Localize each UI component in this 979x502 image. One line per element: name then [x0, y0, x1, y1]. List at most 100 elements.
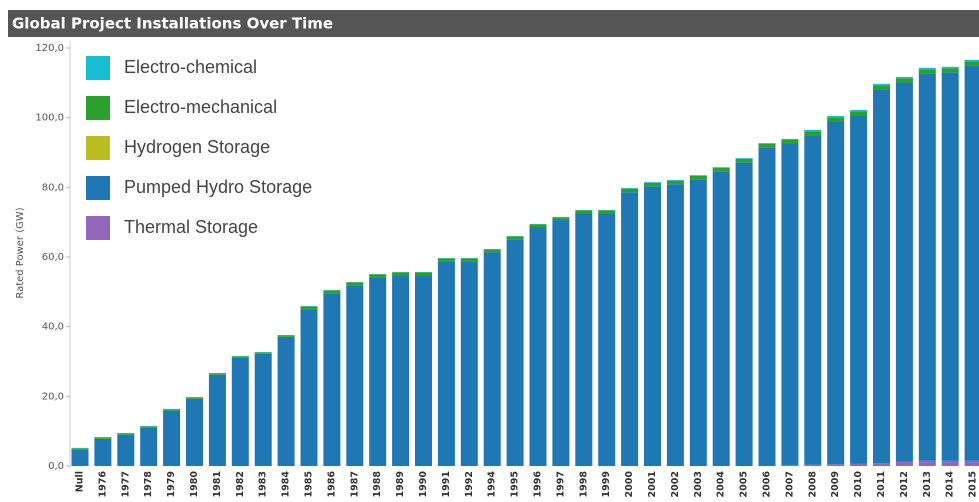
bar-segment: [758, 143, 776, 148]
bar-segment: [369, 277, 387, 466]
bar-segment: [644, 186, 661, 466]
bar-segment: [254, 353, 272, 466]
x-tick-label: 1979: [166, 471, 177, 497]
y-axis-label: Rated Power (GW): [15, 207, 26, 298]
bar-segment: [895, 461, 913, 466]
bar-segment: [758, 147, 776, 466]
bar-segment: [186, 397, 203, 399]
x-tick-label: 1992: [464, 471, 475, 497]
x-tick-label: 1977: [120, 471, 131, 497]
legend-swatch: [86, 176, 110, 200]
x-tick-label: 1985: [304, 471, 315, 497]
x-tick-label: 2004: [716, 471, 727, 498]
bar-segment: [895, 76, 913, 79]
x-tick-label: 1988: [372, 471, 383, 498]
legend-label: Pumped Hydro Storage: [124, 177, 312, 197]
bar-segment: [964, 59, 979, 62]
bar-segment: [552, 220, 570, 466]
bar-segment: [208, 374, 226, 466]
y-tick-label: 80,0: [42, 182, 64, 193]
bar-segment: [621, 188, 639, 189]
bar-segment: [460, 261, 478, 466]
bar-segment: [140, 427, 158, 466]
x-tick-label: 1995: [510, 471, 521, 497]
bar-segment: [575, 210, 593, 214]
x-tick-label: 1998: [578, 471, 589, 498]
x-tick-label: 1978: [143, 471, 154, 498]
x-tick-label: 1984: [281, 471, 292, 498]
y-tick-label: 0,0: [48, 461, 64, 472]
bar-segment: [231, 356, 249, 358]
bar-segment: [483, 252, 501, 466]
bar-segment: [300, 309, 318, 466]
bar-segment: [941, 68, 959, 73]
bar-segment: [689, 175, 707, 180]
bar-segment: [277, 335, 295, 337]
bar-segment: [873, 85, 890, 90]
bar-segment: [163, 409, 181, 411]
y-tick-label: 60,0: [42, 252, 64, 263]
bar-segment: [369, 274, 387, 278]
title-bar: [8, 10, 979, 37]
x-tick-label: 1997: [555, 471, 566, 497]
x-tick-label: 2014: [945, 471, 956, 498]
bar-segment: [415, 275, 432, 466]
bar-segment: [323, 293, 341, 466]
bar-segment: [850, 109, 868, 112]
bar-segment: [552, 217, 570, 221]
legend-label: Hydrogen Storage: [124, 137, 270, 157]
bar-segment: [804, 129, 822, 132]
x-tick-label: 2003: [693, 471, 704, 497]
y-tick-label: 100,0: [35, 113, 64, 124]
x-tick-label: 2015: [968, 471, 979, 497]
y-tick-label: 20,0: [42, 391, 64, 402]
bar-segment: [712, 167, 730, 172]
x-tick-label: 1986: [326, 471, 337, 498]
bar-segment: [850, 115, 868, 464]
x-tick-label: 1999: [601, 471, 612, 497]
x-tick-label: 1980: [189, 471, 200, 498]
bar-segment: [254, 352, 272, 354]
x-tick-label: 2009: [830, 471, 841, 497]
bar-segment: [941, 66, 959, 69]
bar-segment: [850, 463, 868, 466]
bar-segment: [873, 463, 890, 466]
x-tick-label: 1976: [97, 471, 108, 498]
bar-segment: [712, 171, 730, 467]
bar-segment: [781, 143, 799, 465]
bar-segment: [964, 61, 979, 66]
bar-segment: [964, 65, 979, 461]
bar-segment: [437, 258, 455, 262]
bar-segment: [506, 236, 524, 240]
legend-label: Electro-mechanical: [124, 97, 277, 117]
bar-segment: [666, 184, 684, 467]
bar-segment: [689, 175, 707, 176]
x-tick-label: 2006: [762, 471, 773, 498]
bar-segment: [895, 78, 913, 83]
bar-segment: [827, 121, 845, 465]
y-tick-label: 120,0: [35, 43, 64, 54]
bar-segment: [392, 275, 410, 466]
bar-segment: [483, 249, 501, 253]
bar-segment: [231, 357, 249, 466]
legend-swatch: [86, 56, 110, 80]
bar-segment: [804, 135, 822, 465]
bar-segment: [346, 282, 364, 286]
bar-segment: [735, 158, 753, 159]
bar-segment: [804, 464, 822, 466]
bar-segment: [621, 188, 639, 193]
x-tick-label: 1982: [235, 471, 246, 497]
bar-segment: [277, 336, 295, 466]
bar-segment: [873, 83, 890, 86]
legend-swatch: [86, 96, 110, 120]
bar-segment: [941, 72, 959, 461]
x-tick-label: 2010: [853, 471, 864, 498]
bar-segment: [941, 460, 959, 466]
bar-segment: [895, 82, 913, 462]
legend-label: Thermal Storage: [124, 217, 258, 237]
x-tick-label: 2000: [624, 471, 635, 498]
x-tick-label: 1981: [212, 471, 223, 497]
x-tick-label: 1983: [258, 471, 269, 497]
bar-segment: [71, 448, 89, 450]
